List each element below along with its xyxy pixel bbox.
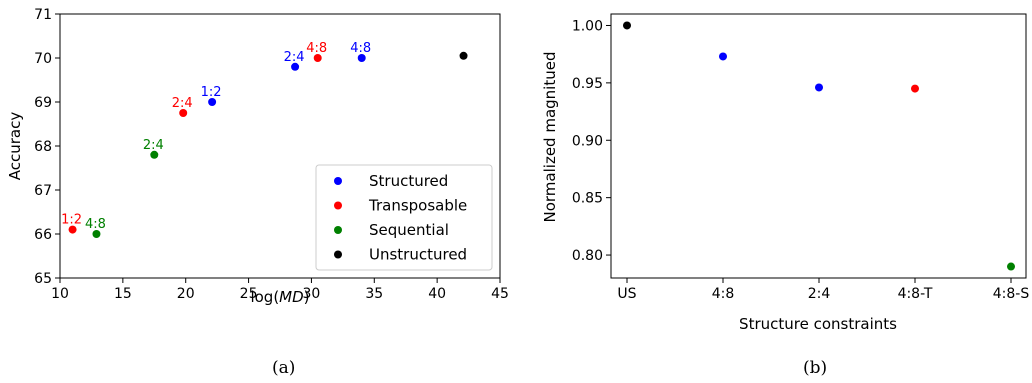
chart-a-ytick-label: 68 (34, 139, 52, 155)
chart-a-xlabel: log(MD) (250, 288, 309, 306)
chart-a-point-label: 4:8 (350, 41, 371, 56)
chart-a-xtick-label: 15 (114, 286, 132, 302)
chart-a-point-label: 1:2 (61, 213, 82, 228)
chart-b-xtick-label: 4:8 (712, 286, 735, 302)
chart-b-ytick-label: 0.80 (572, 248, 603, 264)
chart-a-ytick-label: 69 (34, 95, 52, 111)
chart-a-point-label: 4:8 (85, 217, 106, 232)
chart-b-ytick-label: 0.95 (572, 76, 603, 92)
chart-a-ytick-label: 71 (34, 7, 52, 23)
chart-b-ylabel: Normalized magnitued (541, 52, 559, 223)
chart-a-legend-marker (334, 226, 342, 234)
chart-a-ytick-label: 65 (34, 271, 52, 287)
chart-a-point-label: 1:2 (201, 85, 222, 100)
chart-b-ytick-label: 1.00 (572, 18, 603, 34)
chart-b: US 4:8 2:4 4:8-T 4:8-S 0.80 0.85 0.90 0.95 1.00 N… (541, 14, 1029, 333)
chart-b-ytick-label: 0.90 (572, 133, 603, 149)
chart-a-ytick-label: 70 (34, 51, 52, 67)
chart-b-xtick-label: 2:4 (808, 286, 831, 302)
chart-a-legend-marker (334, 251, 342, 259)
chart-b-point (911, 85, 919, 93)
chart-a-point-label: 4:8 (306, 41, 327, 56)
chart-b-xtick-label: US (617, 286, 636, 302)
caption-b: (b) (803, 358, 827, 378)
caption-a: (a) (272, 358, 295, 378)
chart-b-point (1007, 263, 1015, 271)
chart-a-ylabel: Accuracy (6, 112, 24, 181)
chart-a-legend-marker (334, 202, 342, 210)
chart-a-legend-label: Sequential (369, 221, 449, 239)
chart-a-xtick-label: 20 (177, 286, 195, 302)
chart-a-point-label: 2:4 (143, 138, 164, 153)
chart-a-legend-marker (334, 177, 342, 185)
chart-a-point-unstructured (460, 52, 468, 60)
chart-a-legend: Structured Transposable Sequential Unstruct… (316, 165, 492, 270)
chart-b-xlabel: Structure constraints (739, 315, 897, 333)
chart-a-xtick-label: 10 (51, 286, 69, 302)
chart-a-ytick-label: 67 (34, 183, 52, 199)
chart-a-legend-label: Unstructured (369, 246, 467, 264)
chart-a-xtick-label: 40 (428, 286, 446, 302)
chart-b-xtick-label: 4:8-S (993, 286, 1030, 302)
chart-a-point-label: 2:4 (172, 96, 193, 111)
chart-a-legend-label: Structured (369, 172, 448, 190)
chart-a-xtick-label: 45 (491, 286, 509, 302)
chart-b-xtick-label: 4:8-T (898, 286, 933, 302)
chart-a-ytick-label: 66 (34, 227, 52, 243)
chart-a-xtick-label: 35 (365, 286, 383, 302)
chart-a-legend-label: Transposable (368, 197, 467, 215)
chart-b-point (815, 83, 823, 91)
chart-b-ytick-label: 0.85 (572, 191, 603, 207)
chart-a-point-label: 2:4 (284, 50, 305, 65)
chart-b-point (719, 52, 727, 60)
chart-b-point (623, 21, 631, 29)
chart-b-plot-area (611, 14, 1026, 278)
